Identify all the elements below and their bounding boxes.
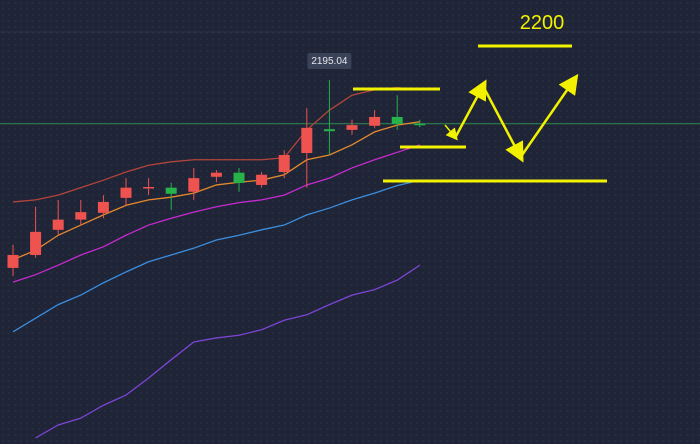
indicator-line [35, 264, 421, 439]
candle-body [301, 127, 313, 153]
candle-body [30, 231, 42, 255]
candle-body [7, 254, 19, 268]
indicator-line [12, 144, 421, 283]
candle-body [256, 174, 268, 185]
indicator-line [12, 87, 420, 203]
high-label-box [307, 52, 352, 69]
candle-body [120, 187, 132, 198]
candle-body [188, 178, 200, 192]
candle-body [369, 116, 381, 126]
arrow [444, 124, 458, 141]
candle-body [210, 172, 222, 177]
candle-body [165, 187, 177, 194]
high-label: 2195.04 [311, 56, 348, 67]
candle-body [323, 129, 335, 132]
candle-body [75, 212, 87, 220]
candle-body [97, 201, 109, 213]
candle-body [143, 186, 155, 189]
candle-body [278, 155, 290, 173]
candle-body [52, 219, 64, 230]
candle-body [391, 116, 403, 124]
candle-body [346, 125, 358, 130]
candle-body [233, 172, 245, 183]
indicator-line [12, 179, 420, 333]
target-label: 2200 [520, 12, 565, 34]
candle-body [414, 123, 426, 126]
arrow [453, 79, 487, 139]
arrow [518, 73, 579, 159]
indicator-line [12, 121, 420, 261]
forecast: 2200 [353, 12, 607, 183]
plot: 2195.04 [0, 52, 700, 439]
arrow [481, 85, 524, 163]
